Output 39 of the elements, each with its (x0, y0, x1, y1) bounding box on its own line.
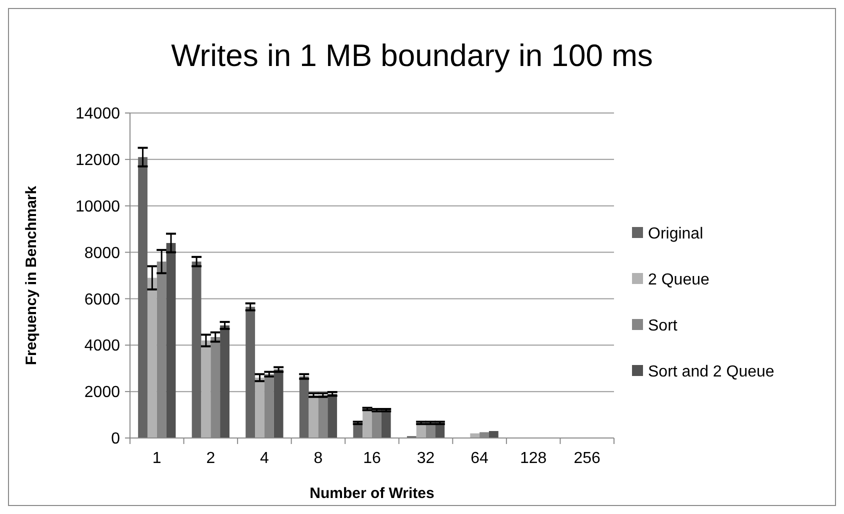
chart-title: Writes in 1 MB boundary in 100 ms (171, 38, 653, 73)
y-tick-label: 12000 (76, 152, 120, 170)
bar (246, 306, 256, 438)
y-tick-label: 0 (111, 430, 120, 448)
x-tick-label: 64 (470, 450, 489, 467)
bar (488, 431, 498, 438)
y-tick-label: 4000 (84, 338, 120, 355)
bar (201, 340, 211, 438)
bar (328, 394, 338, 438)
bar (274, 370, 284, 438)
legend-label: Sort (648, 318, 678, 335)
legend-label: 2 Queue (648, 272, 710, 289)
x-axis-title: Number of Writes (310, 485, 434, 502)
bar (138, 157, 148, 438)
bar (308, 395, 318, 438)
legend-label: Sort and 2 Queue (648, 364, 774, 381)
y-tick-label: 6000 (84, 291, 120, 308)
bar (220, 325, 230, 438)
bar (192, 262, 202, 438)
x-tick-label: 16 (363, 450, 381, 467)
x-tick-label: 1 (152, 450, 162, 467)
legend-label: Original (648, 226, 704, 243)
y-axis-title: Frequency in Benchmark (23, 185, 40, 366)
bar (299, 376, 309, 438)
x-tick-label: 8 (314, 450, 323, 467)
bar (255, 378, 264, 438)
bar (362, 408, 372, 438)
y-tick-label: 10000 (76, 198, 120, 216)
bar (166, 243, 176, 438)
bar (381, 410, 391, 438)
x-tick-label: 2 (206, 450, 216, 467)
y-tick-label: 8000 (84, 244, 120, 262)
y-tick-label: 2000 (84, 384, 120, 402)
y-tick-label: 14000 (76, 106, 120, 123)
bar (147, 278, 157, 438)
x-tick-label: 32 (416, 450, 435, 467)
x-tick-label: 128 (520, 450, 547, 467)
x-tick-label: 256 (574, 450, 601, 467)
x-tick-label: 4 (260, 450, 269, 467)
